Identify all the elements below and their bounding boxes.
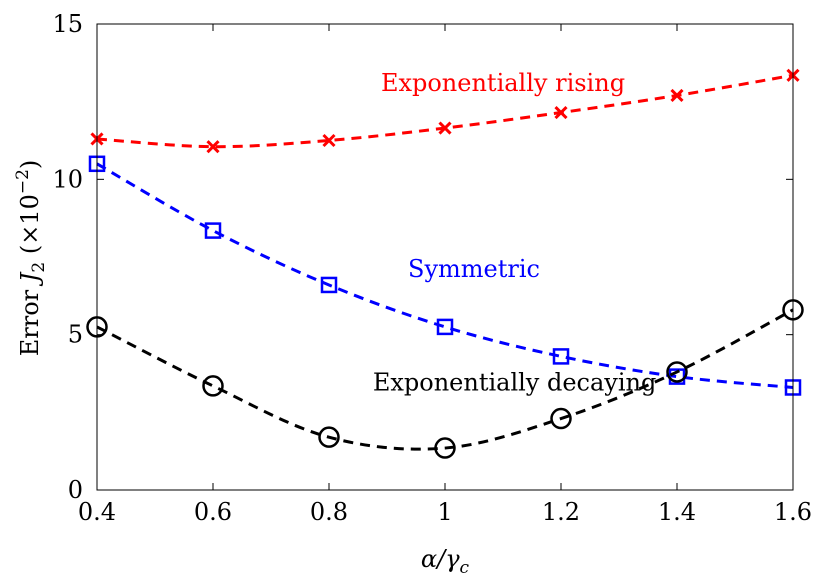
x-tick-label: 1.2 <box>542 498 580 526</box>
x-tick-label: 1 <box>437 498 452 526</box>
data-point-symmetric <box>552 348 570 365</box>
data-point-symmetric <box>320 276 338 294</box>
annotations-layer: Exponentially rising Symmetric Exponential… <box>373 69 657 397</box>
y-axis-label-paren-close: ) <box>16 160 44 169</box>
series-line-symmetric <box>96 162 794 389</box>
plot-frame <box>96 23 794 491</box>
y-axis-label-paren-open: (×10 <box>16 194 44 262</box>
series-label-exponentially-decaying: Exponentially decaying <box>373 369 657 397</box>
y-tick-label: 15 <box>52 10 83 38</box>
x-tick-label: 0.4 <box>78 498 116 526</box>
data-point-exponentially-decaying <box>550 407 572 430</box>
y-axis-label-prefix: Error <box>16 282 44 356</box>
x-tick-label: 1.6 <box>774 498 812 526</box>
x-axis-label-main: α/γ <box>421 545 460 573</box>
series-line-exponentially-decaying <box>96 308 794 451</box>
x-axis-label-sub: c <box>460 558 470 578</box>
y-tick-label: 10 <box>52 165 83 193</box>
data-point-symmetric <box>204 222 222 239</box>
data-point-exponentially-decaying <box>666 361 688 383</box>
y-tick-label: 0 <box>68 476 83 504</box>
data-point-exponentially-rising <box>322 133 336 148</box>
x-tick-label: 1.4 <box>658 498 696 526</box>
ticks-layer: 0.4 0.6 0.8 1 1.2 1.4 1.6 0 5 10 15 <box>52 10 812 526</box>
data-point-exponentially-rising <box>206 140 220 154</box>
series-label-symmetric: Symmetric <box>408 255 540 283</box>
x-tick-label: 0.6 <box>194 498 232 526</box>
series-layer <box>86 68 804 459</box>
y-tick-label: 5 <box>68 321 83 349</box>
data-point-exponentially-rising <box>670 88 684 103</box>
y-axis-label: Error J2 (×10−2) <box>13 160 49 357</box>
y-axis-label-sup: −2 <box>13 169 33 194</box>
y-axis-label-sub: 2 <box>29 262 49 273</box>
data-point-exponentially-decaying <box>202 375 224 397</box>
data-point-exponentially-decaying <box>434 437 456 459</box>
x-tick-label: 0.8 <box>310 498 348 526</box>
data-point-symmetric <box>436 318 454 336</box>
series-label-exponentially-rising: Exponentially rising <box>381 69 625 97</box>
data-point-exponentially-rising <box>438 121 452 135</box>
data-point-exponentially-decaying <box>318 426 340 448</box>
x-axis-label: α/γc <box>421 545 470 578</box>
data-point-exponentially-rising <box>554 105 568 120</box>
